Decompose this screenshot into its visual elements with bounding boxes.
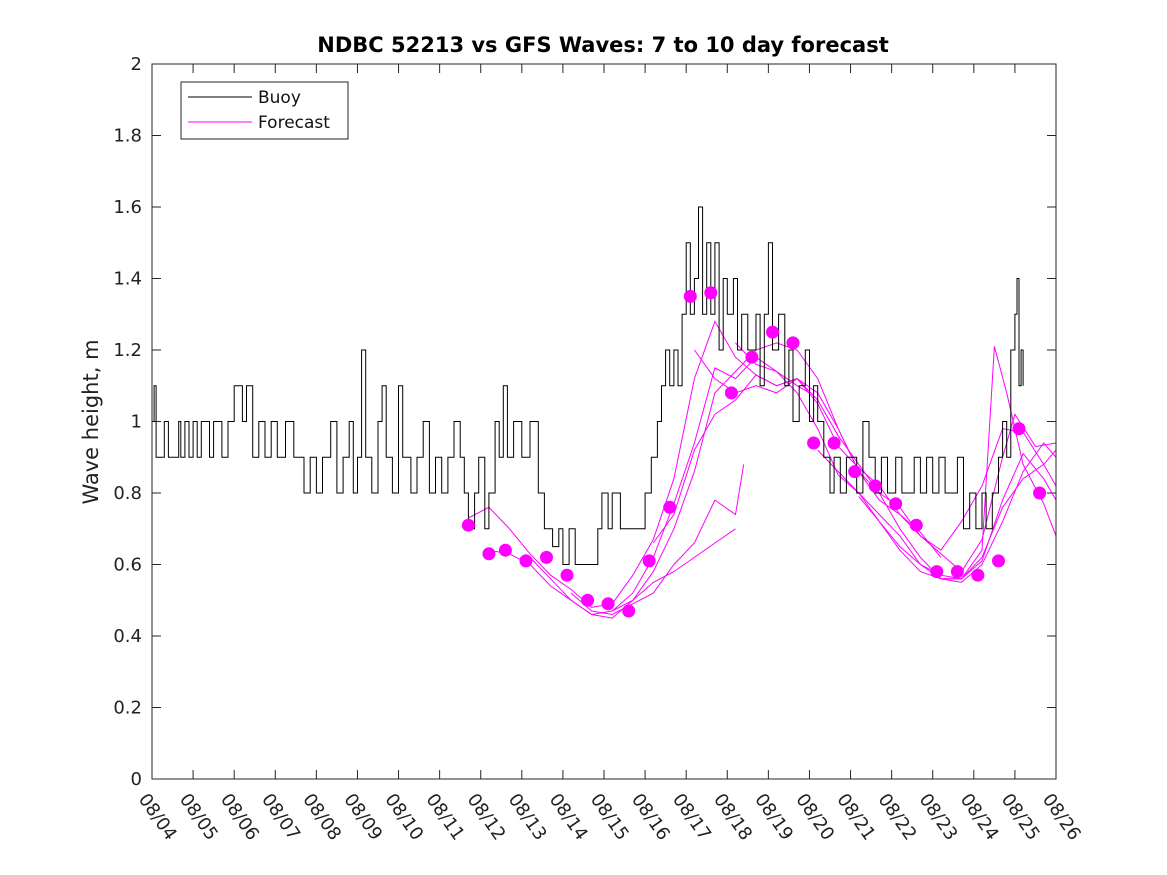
plot-frame [151,63,1057,780]
y-tick-label: 1.6 [113,197,142,218]
forecast-point [930,565,944,579]
y-tick-label: 0.4 [113,626,142,647]
legend-forecast-label: Forecast [258,113,330,133]
forecast-point [461,518,475,532]
forecast-point [622,604,636,618]
y-tick-label: 0.2 [113,698,142,719]
forecast-point [1033,486,1047,500]
legend-box [180,81,349,140]
y-tick-label: 1.4 [113,269,142,290]
forecast-line [570,464,745,616]
forecast-point [827,436,841,450]
forecast-point [786,336,800,350]
forecast-point [889,497,903,511]
forecast-line [468,320,942,608]
forecast-point [683,289,697,303]
buoy-line [152,206,1024,565]
buoy-series [152,206,1024,565]
forecast-point [766,325,779,339]
forecast-markers [461,286,1047,618]
forecast-point [724,386,738,400]
forecast-point [482,547,496,561]
forecast-point [909,518,923,532]
chart-title: NDBC 52213 vs GFS Waves: 7 to 10 day for… [317,33,888,57]
forecast-point [704,286,718,300]
forecast-point [642,554,656,568]
legend-buoy-label: Buoy [258,88,301,108]
forecast-point [950,565,964,579]
forecast-point [848,465,862,479]
y-axis-label: Wave height, m [79,339,103,504]
forecast-point [971,568,985,582]
forecast-point [807,436,821,450]
forecast-point [992,554,1005,568]
forecast-line [858,449,1057,580]
forecast-point [1012,422,1026,436]
forecast-point [498,543,512,557]
forecast-point [540,550,553,564]
y-tick-label: 2 [131,54,142,75]
forecast-point [560,568,574,582]
forecast-point [519,554,533,568]
legend: Buoy Forecast [180,81,349,140]
forecast-point [663,500,677,514]
y-tick-label: 0.8 [113,483,142,504]
y-tick-label: 1 [131,412,142,433]
y-ticks: 0 0.2 0.4 0.6 0.8 1 1.2 1.4 1.6 1.8 2 [113,54,1056,790]
y-tick-label: 0.6 [113,555,142,576]
forecast-point [745,350,759,364]
plot-area [152,64,1056,779]
y-tick-label: 1.8 [113,126,142,147]
forecast-point [581,593,595,607]
forecast-point [601,597,615,611]
y-tick-label: 1.2 [113,340,142,361]
y-tick-label: 0 [131,769,142,790]
forecast-point [868,479,882,493]
forecast-line [611,528,736,612]
